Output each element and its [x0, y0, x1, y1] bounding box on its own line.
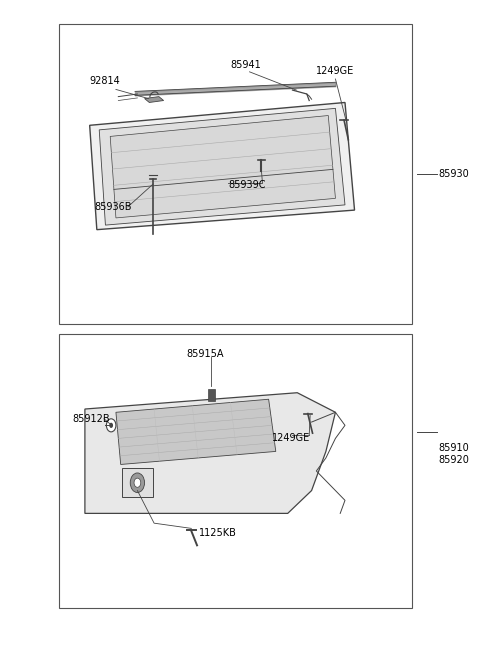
Bar — [208, 389, 215, 401]
Text: 85915A: 85915A — [187, 348, 224, 358]
Text: 85920: 85920 — [438, 455, 469, 465]
Circle shape — [130, 473, 144, 493]
Polygon shape — [99, 108, 345, 225]
Polygon shape — [144, 97, 164, 102]
Polygon shape — [85, 393, 336, 514]
Text: 85939C: 85939C — [228, 180, 265, 191]
Polygon shape — [116, 400, 276, 464]
Text: 85912B: 85912B — [72, 414, 109, 424]
Text: 1125KB: 1125KB — [199, 528, 237, 538]
Text: 1249GE: 1249GE — [316, 66, 355, 77]
Text: 85930: 85930 — [438, 169, 469, 179]
Text: 85936B: 85936B — [95, 202, 132, 212]
Polygon shape — [90, 102, 355, 230]
Polygon shape — [110, 115, 336, 218]
Circle shape — [107, 419, 116, 432]
Bar — [59, 24, 412, 324]
Text: 85941: 85941 — [230, 60, 261, 70]
Circle shape — [109, 422, 113, 428]
Text: 1249GE: 1249GE — [273, 434, 311, 443]
Bar — [122, 468, 153, 497]
Bar — [59, 334, 412, 608]
Text: 85910: 85910 — [438, 443, 469, 453]
Text: 92814: 92814 — [90, 76, 120, 86]
Circle shape — [134, 478, 141, 487]
